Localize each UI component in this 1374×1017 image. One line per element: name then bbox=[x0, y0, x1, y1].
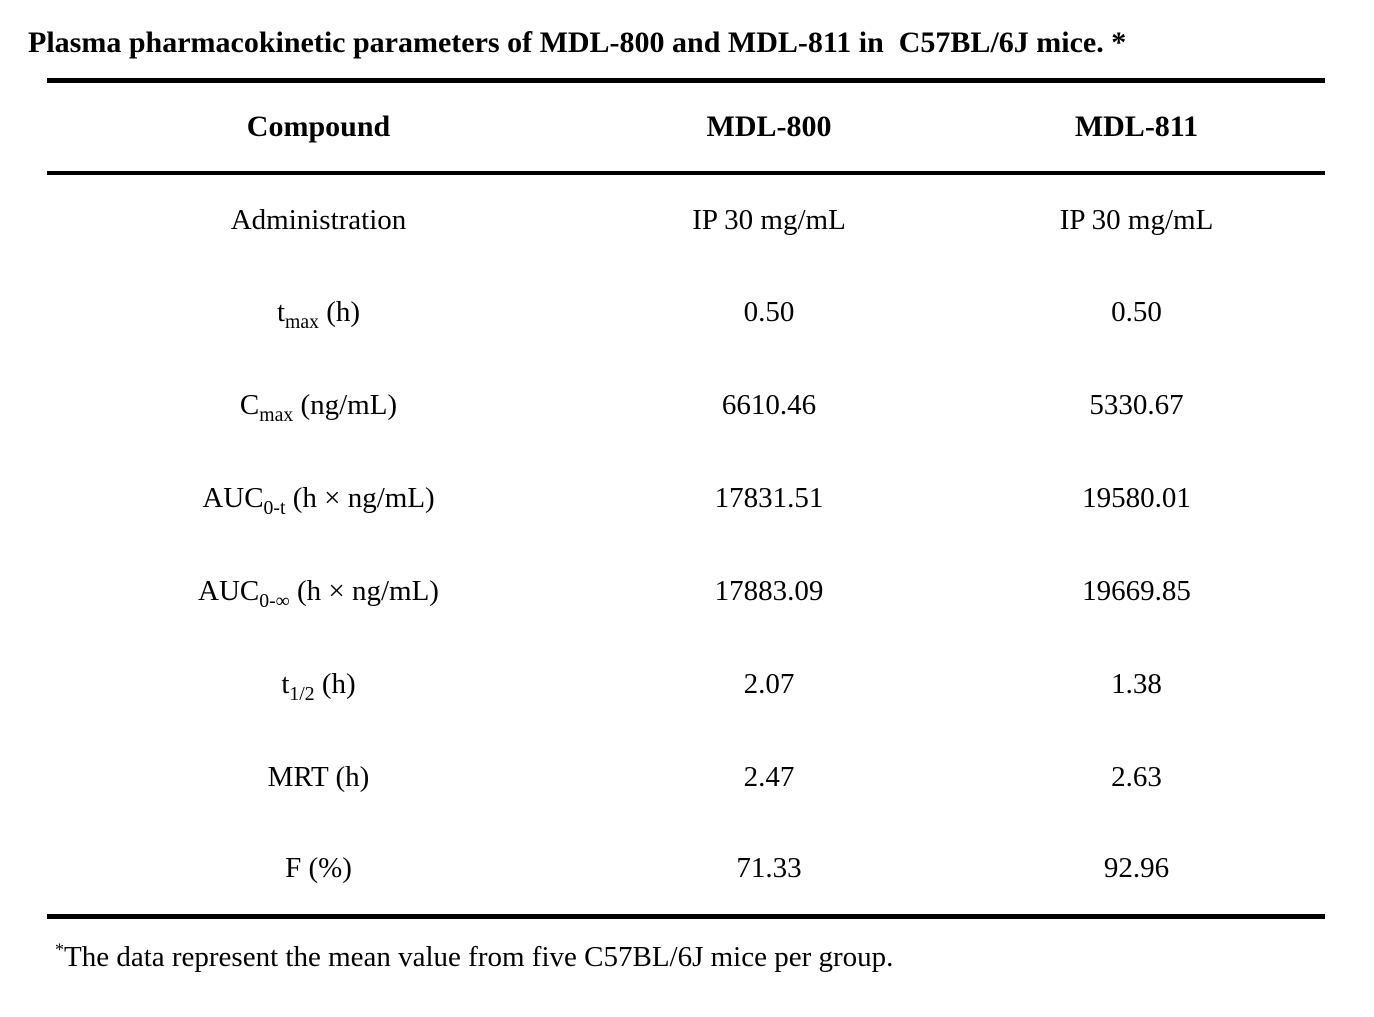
header-mdl800: MDL-800 bbox=[706, 109, 832, 143]
mdl811-value: 2.63 bbox=[1111, 760, 1162, 793]
table-row-f: F (%) 71.33 92.96 bbox=[47, 824, 1325, 917]
param-label: AUC0-∞ (h × ng/mL) bbox=[198, 574, 439, 612]
param-label: t1/2 (h) bbox=[281, 667, 356, 705]
mdl800-value: 2.07 bbox=[743, 667, 795, 700]
table-row-thalf: t1/2 (h) 2.07 1.38 bbox=[47, 638, 1325, 731]
table-row-tmax: tmax (h) 0.50 0.50 bbox=[47, 266, 1325, 359]
param-label: AUC0-t (h × ng/mL) bbox=[202, 481, 435, 519]
table-title: Plasma pharmacokinetic parameters of MDL… bbox=[28, 26, 1127, 59]
mdl800-value: 17883.09 bbox=[714, 574, 824, 607]
table-row-mrt: MRT (h) 2.47 2.63 bbox=[47, 731, 1325, 824]
header-row: Compound MDL-800 MDL-811 bbox=[47, 80, 1325, 173]
header-compound: Compound bbox=[246, 109, 391, 143]
mdl811-value: 19580.01 bbox=[1082, 481, 1191, 514]
mdl811-value: 19669.85 bbox=[1082, 574, 1191, 607]
table-row-administration: Administration IP 30 mg/mL IP 30 mg/mL bbox=[47, 173, 1325, 266]
mdl800-value: 71.33 bbox=[736, 852, 802, 885]
table-row-auc0inf: AUC0-∞ (h × ng/mL) 17883.09 19669.85 bbox=[47, 545, 1325, 638]
mdl800-value: IP 30 mg/mL bbox=[692, 203, 846, 236]
table-row-cmax: Cmax (ng/mL) 6610.46 5330.67 bbox=[47, 359, 1325, 452]
mdl811-value: IP 30 mg/mL bbox=[1059, 203, 1214, 236]
header-mdl811: MDL-811 bbox=[1074, 109, 1199, 143]
table-row-auc0t: AUC0-t (h × ng/mL) 17831.51 19580.01 bbox=[47, 452, 1325, 545]
footnote-asterisk-marker: * bbox=[55, 939, 64, 960]
param-label: tmax (h) bbox=[276, 295, 361, 333]
param-label: F (%) bbox=[285, 852, 352, 885]
table-body: Administration IP 30 mg/mL IP 30 mg/mL t… bbox=[47, 173, 1325, 917]
table-footnote: *The data represent the mean value from … bbox=[55, 939, 1374, 974]
mdl811-value: 0.50 bbox=[1111, 295, 1162, 328]
param-label: Administration bbox=[230, 203, 407, 236]
param-label: Cmax (ng/mL) bbox=[239, 388, 398, 426]
table-header: Compound MDL-800 MDL-811 bbox=[47, 80, 1325, 173]
mdl811-value: 92.96 bbox=[1103, 852, 1170, 885]
footnote-text: The data represent the mean value from f… bbox=[63, 941, 894, 973]
mdl811-value: 1.38 bbox=[1111, 667, 1162, 700]
pharmacokinetics-table: Compound MDL-800 MDL-811 Administration … bbox=[47, 78, 1325, 919]
mdl811-value: 5330.67 bbox=[1089, 388, 1184, 421]
mdl800-value: 2.47 bbox=[743, 760, 795, 793]
mdl800-value: 6610.46 bbox=[721, 388, 817, 421]
param-label: MRT (h) bbox=[267, 760, 370, 793]
mdl800-value: 17831.51 bbox=[714, 481, 824, 514]
mdl800-value: 0.50 bbox=[743, 295, 795, 328]
